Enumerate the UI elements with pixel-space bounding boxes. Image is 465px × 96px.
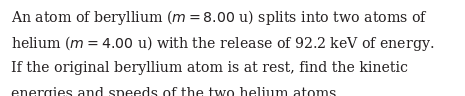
Text: energies and speeds of the two helium atoms.: energies and speeds of the two helium at…: [11, 87, 341, 96]
Text: If the original beryllium atom is at rest, find the kinetic: If the original beryllium atom is at res…: [11, 61, 408, 75]
Text: helium ($m = 4.00$ u) with the release of 92.2 keV of energy.: helium ($m = 4.00$ u) with the release o…: [11, 34, 434, 53]
Text: An atom of beryllium ($m = 8.00$ u) splits into two atoms of: An atom of beryllium ($m = 8.00$ u) spli…: [11, 8, 428, 27]
